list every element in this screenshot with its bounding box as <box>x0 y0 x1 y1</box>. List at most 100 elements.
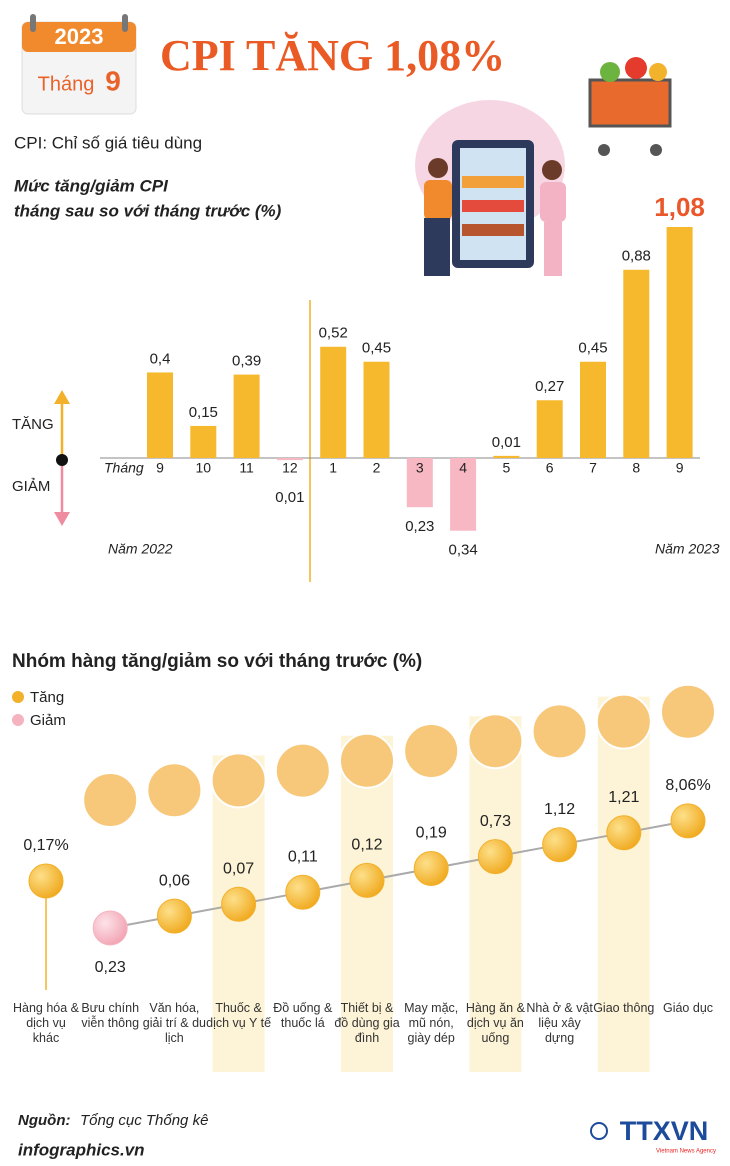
category-icon <box>339 732 395 789</box>
x-tick-label: 5 <box>503 460 511 476</box>
bar <box>147 372 173 458</box>
category-label: Thuốc & dịch vụ Y tế <box>206 1001 272 1030</box>
value-label: 8,06% <box>665 777 710 794</box>
value-label: 0,15 <box>189 404 218 421</box>
legend-label: Giảm <box>30 712 66 729</box>
value-label: 0,01 <box>275 489 304 506</box>
dot <box>542 827 578 863</box>
definition: CPI: Chỉ số giá tiêu dùng <box>14 133 202 152</box>
category-icon <box>467 713 524 770</box>
ring <box>30 14 36 32</box>
value-label: 0,19 <box>416 825 447 842</box>
category-icon <box>146 762 203 819</box>
x-tick-label: 7 <box>589 460 597 476</box>
category-label: Hàng hóa & dịch vụ khác <box>12 1001 80 1045</box>
value-label: 0,39 <box>232 353 261 370</box>
x-tick-label: 1 <box>329 460 337 476</box>
bar <box>320 346 347 458</box>
bar <box>536 400 563 458</box>
value-label: 0,07 <box>223 860 254 877</box>
bar <box>623 269 650 458</box>
down-arrow-head <box>54 512 70 526</box>
x-tick-label: 4 <box>459 460 467 476</box>
value-label: 0,23 <box>95 959 126 976</box>
dot <box>92 910 128 946</box>
value-label: 0,11 <box>288 849 318 866</box>
value-label: 1,21 <box>608 789 639 806</box>
value-label: 0,17% <box>23 837 68 854</box>
dot <box>413 851 449 886</box>
category-label: Hàng ăn & dịch vụ ăn uống <box>465 1001 525 1045</box>
dot <box>606 815 642 851</box>
dot <box>349 862 385 898</box>
dot <box>156 898 192 934</box>
direction-label: TĂNG <box>12 416 54 433</box>
x-tick-label: 11 <box>239 460 254 476</box>
x-tick-label: 10 <box>196 460 212 476</box>
bar <box>190 425 217 458</box>
column-band <box>341 735 393 1072</box>
category-icon <box>531 703 588 760</box>
value-label: 0,88 <box>622 248 651 265</box>
value-label: 0,73 <box>480 813 511 830</box>
up-arrow-head <box>54 390 70 404</box>
axis-dot <box>56 454 68 466</box>
category-icon <box>210 752 267 809</box>
x-tick-label: 3 <box>416 460 424 476</box>
category-icon <box>82 772 139 828</box>
bar <box>580 361 606 458</box>
category-icon <box>274 742 331 799</box>
value-label: 0,01 <box>492 434 521 451</box>
value-label: 0,34 <box>448 542 477 559</box>
month-label: Tháng <box>38 73 95 95</box>
category-icon <box>403 723 460 779</box>
x-tick-label: 9 <box>676 460 684 476</box>
value-label: 0,12 <box>351 837 382 854</box>
category-label: Giáo dục <box>662 1001 714 1015</box>
bar <box>450 458 477 531</box>
x-tick-label: 8 <box>632 460 640 476</box>
category-icon <box>660 683 716 740</box>
value-label: 1,12 <box>544 801 575 818</box>
category-label: May mặc, mũ nón, giày dép <box>404 1001 459 1045</box>
bar <box>666 227 693 458</box>
annotation: Năm 2023 <box>655 541 720 557</box>
dot <box>28 863 64 899</box>
legend-label: Tăng <box>30 689 64 706</box>
category-label: Đồ uống & thuốc lá <box>273 1001 333 1030</box>
ring <box>122 14 128 32</box>
dot <box>285 874 321 910</box>
value-label: 0,23 <box>405 518 434 535</box>
bar <box>276 458 303 461</box>
site: infographics.vn <box>18 1140 145 1159</box>
dot <box>477 839 513 875</box>
bar <box>233 374 260 458</box>
annotation: Năm 2022 <box>108 541 173 557</box>
x-tick-label: 2 <box>373 460 381 476</box>
x-tick-label: 6 <box>546 460 554 476</box>
year: 2023 <box>55 24 104 49</box>
x-tick-label: 9 <box>156 460 164 476</box>
value-label: 0,4 <box>150 350 171 367</box>
copyright <box>590 1122 608 1140</box>
chart-subtitle: tháng sau so với tháng trước (%) <box>14 201 282 220</box>
category-icon <box>595 693 652 750</box>
bar <box>493 455 520 458</box>
value-label: 0,45 <box>578 340 607 357</box>
illustration <box>415 57 672 276</box>
trend-line <box>110 819 689 929</box>
category-label: Văn hóa, giải trí & du lịch <box>142 1001 206 1045</box>
category-label: Thiết bị & đồ dùng gia đình <box>334 1001 400 1045</box>
dot <box>221 886 257 922</box>
category-label: Bưu chính viễn thông <box>81 1001 140 1030</box>
value-label: 1,08 <box>654 192 705 222</box>
main-title: CPI TĂNG 1,08% <box>160 31 505 80</box>
logo-sub: Vietnam News Agency <box>656 1149 716 1155</box>
legend-swatch <box>12 691 24 703</box>
legend-swatch <box>12 714 24 726</box>
calendar-top <box>22 22 136 52</box>
column-band <box>469 716 522 1072</box>
category-label: Giao thông <box>593 1001 655 1015</box>
bar <box>363 361 390 458</box>
